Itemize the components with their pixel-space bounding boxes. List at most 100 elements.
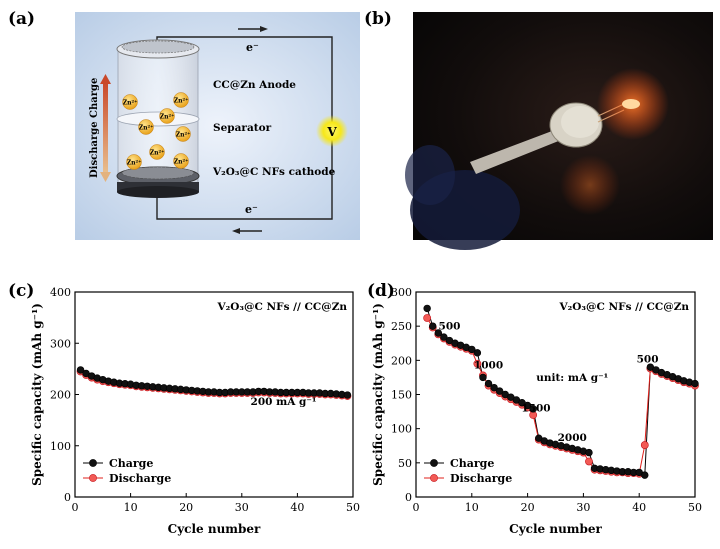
point-charge bbox=[490, 383, 498, 392]
point-discharge bbox=[585, 457, 593, 466]
x-tick-label: 0 bbox=[72, 501, 79, 514]
cathode-label: V₂O₃@C NFs cathode bbox=[212, 166, 336, 178]
x-axis-label: Cycle number bbox=[509, 522, 602, 536]
point-charge bbox=[523, 401, 532, 410]
rate-annotation: 500 bbox=[637, 353, 659, 365]
panel-a-label: (a) bbox=[8, 9, 35, 29]
zn-ion-label: Zn²⁺ bbox=[150, 150, 165, 157]
panel-b: (b) bbox=[364, 9, 713, 250]
point-charge bbox=[496, 387, 504, 395]
x-tick-label: 40 bbox=[632, 501, 646, 514]
zn-ion-label: Zn²⁺ bbox=[174, 98, 189, 105]
y-axis-label: Specific capacity (mAh g⁻¹) bbox=[30, 303, 44, 486]
legend-label-discharge: Discharge bbox=[109, 472, 171, 485]
x-tick-label: 40 bbox=[290, 501, 304, 514]
y-tick-label: 300 bbox=[50, 337, 71, 350]
y-tick-label: 0 bbox=[64, 491, 71, 504]
panel-d-label: (d) bbox=[367, 281, 395, 301]
point-charge bbox=[585, 448, 593, 457]
x-tick-label: 0 bbox=[413, 501, 420, 514]
chart-title: V₂O₃@C NFs // CC@Zn bbox=[559, 301, 690, 313]
separator-label: Separator bbox=[213, 122, 272, 134]
chart-title: V₂O₃@C NFs // CC@Zn bbox=[217, 301, 348, 313]
zn-ion bbox=[122, 94, 138, 110]
unit-annotation: unit: mA g⁻¹ bbox=[536, 372, 608, 384]
point-charge bbox=[529, 405, 537, 413]
y-tick-label: 250 bbox=[391, 320, 412, 333]
charge-discharge-arrow bbox=[103, 82, 108, 174]
y-tick-label: 50 bbox=[398, 457, 412, 470]
y-tick-label: 150 bbox=[391, 389, 412, 402]
panel-a: (a) e⁻ e⁻ V Zn²⁺ Zn²⁺ Zn²⁺ Zn²⁺ Zn²⁺ Zn²⁺ Zn²⁺… bbox=[8, 9, 360, 240]
legend-marker bbox=[430, 459, 438, 467]
discharge-label: Discharge bbox=[89, 121, 100, 178]
voltmeter-label: V bbox=[326, 125, 337, 139]
point-discharge bbox=[423, 314, 432, 322]
zn-ions: Zn²⁺ Zn²⁺ Zn²⁺ Zn²⁺ Zn²⁺ Zn²⁺ Zn²⁺ Zn²⁺ bbox=[122, 92, 191, 170]
x-tick-label: 10 bbox=[124, 501, 138, 514]
zn-ion-label: Zn²⁺ bbox=[174, 159, 189, 166]
x-tick-label: 10 bbox=[465, 501, 479, 514]
zn-ion bbox=[173, 153, 189, 169]
tweezers bbox=[470, 128, 566, 174]
point-charge bbox=[76, 366, 85, 374]
y-tick-label: 200 bbox=[50, 389, 71, 402]
point-charge bbox=[434, 329, 443, 337]
legend-label-charge: Charge bbox=[109, 457, 153, 470]
point-charge bbox=[429, 322, 437, 330]
point-charge bbox=[423, 304, 431, 313]
point-charge bbox=[440, 333, 448, 341]
separator-disc bbox=[116, 111, 200, 127]
x-tick-label: 30 bbox=[235, 501, 249, 514]
led bbox=[622, 99, 640, 109]
chart-c: 0 10 20 30 40 50 0 100 200 300 400 Cycle number Spec… bbox=[30, 286, 360, 536]
electron-bottom: e⁻ bbox=[245, 203, 258, 216]
rate-annotation: 1500 bbox=[521, 403, 550, 415]
point-discharge bbox=[640, 441, 649, 449]
zn-ion bbox=[175, 126, 191, 142]
panel-c: (c) 0 10 20 30 40 50 0 100 200 300 400 Cycle number… bbox=[8, 281, 360, 536]
point-charge bbox=[484, 379, 493, 388]
point-charge bbox=[473, 349, 482, 357]
zn-ion-label: Zn²⁺ bbox=[160, 114, 175, 121]
point-charge bbox=[641, 471, 649, 479]
anode-label: CC@Zn Anode bbox=[213, 79, 296, 91]
panel-c-label: (c) bbox=[8, 281, 34, 301]
panel-b-label: (b) bbox=[364, 9, 392, 29]
charge-label: Charge bbox=[89, 78, 100, 118]
y-tick-label: 0 bbox=[405, 491, 412, 504]
x-tick-label: 20 bbox=[179, 501, 193, 514]
zn-ion-label: Zn²⁺ bbox=[139, 125, 154, 132]
y-axis-label: Specific capacity (mAh g⁻¹) bbox=[371, 303, 385, 486]
zn-ion bbox=[173, 92, 189, 108]
zn-ion-label: Zn²⁺ bbox=[123, 100, 138, 107]
y-tick-label: 300 bbox=[391, 286, 412, 299]
legend-marker bbox=[89, 474, 97, 482]
legend-marker bbox=[430, 474, 438, 482]
legend-label-charge: Charge bbox=[450, 457, 494, 470]
zn-ion bbox=[126, 154, 142, 170]
zn-ion bbox=[149, 144, 165, 160]
voltmeter-glow bbox=[316, 115, 348, 147]
y-tick-label: 200 bbox=[391, 354, 412, 367]
current-annotation: 200 mA g⁻¹ bbox=[251, 396, 317, 408]
zn-ion-label: Zn²⁺ bbox=[127, 160, 142, 167]
point-discharge bbox=[473, 359, 482, 368]
zn-ion bbox=[159, 108, 175, 124]
point-charge bbox=[343, 391, 352, 399]
x-tick-label: 50 bbox=[346, 501, 360, 514]
x-tick-label: 20 bbox=[521, 501, 535, 514]
electron-top: e⁻ bbox=[246, 41, 259, 54]
y-tick-label: 100 bbox=[50, 440, 71, 453]
x-tick-label: 50 bbox=[688, 501, 702, 514]
rate-annotation: 1000 bbox=[474, 360, 503, 372]
x-tick-label: 30 bbox=[576, 501, 590, 514]
rate-annotation: 2000 bbox=[558, 432, 587, 444]
point-charge bbox=[479, 373, 487, 382]
rate-annotation: 500 bbox=[439, 321, 461, 333]
point-charge bbox=[691, 379, 699, 388]
legend-label-discharge: Discharge bbox=[450, 472, 512, 485]
